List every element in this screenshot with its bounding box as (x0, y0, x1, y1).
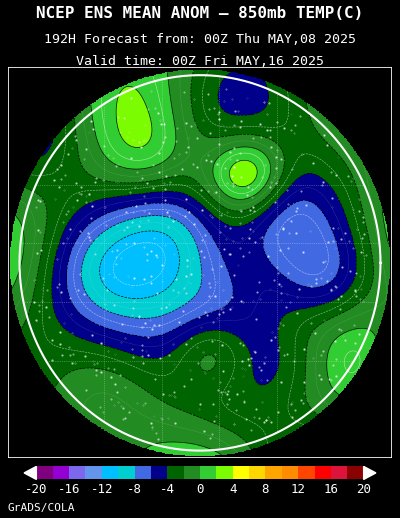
Bar (134, 466, 151, 480)
Text: -16: -16 (58, 483, 80, 496)
Text: GrADS/COLA: GrADS/COLA (8, 502, 76, 513)
Text: -4: -4 (160, 483, 175, 496)
Bar (36, 466, 53, 480)
Text: -8: -8 (127, 483, 142, 496)
Text: Valid time: 00Z Fri MAY,16 2025: Valid time: 00Z Fri MAY,16 2025 (76, 55, 324, 68)
Bar (266, 466, 282, 480)
Bar (102, 466, 118, 480)
Bar (86, 466, 102, 480)
Bar (69, 466, 86, 480)
Text: 192H Forecast from: 00Z Thu MAY,08 2025: 192H Forecast from: 00Z Thu MAY,08 2025 (44, 33, 356, 46)
Bar (200, 466, 216, 480)
Text: 16: 16 (324, 483, 338, 496)
Bar (167, 466, 184, 480)
Text: NCEP ENS MEAN ANOM – 850mb TEMP(C): NCEP ENS MEAN ANOM – 850mb TEMP(C) (36, 6, 364, 21)
Text: 4: 4 (229, 483, 236, 496)
Bar (249, 466, 266, 480)
Polygon shape (24, 466, 36, 480)
Bar (151, 466, 167, 480)
Text: -20: -20 (25, 483, 48, 496)
Bar (118, 466, 134, 480)
Polygon shape (364, 466, 376, 480)
Text: -12: -12 (90, 483, 113, 496)
Bar (282, 466, 298, 480)
Text: 8: 8 (262, 483, 269, 496)
Bar (233, 466, 249, 480)
Bar (331, 466, 347, 480)
Bar (298, 466, 314, 480)
Text: 20: 20 (356, 483, 371, 496)
Bar (314, 466, 331, 480)
Bar (53, 466, 69, 480)
Bar (184, 466, 200, 480)
Bar (216, 466, 233, 480)
Bar (347, 466, 364, 480)
Text: 12: 12 (291, 483, 306, 496)
Text: 0: 0 (196, 483, 204, 496)
